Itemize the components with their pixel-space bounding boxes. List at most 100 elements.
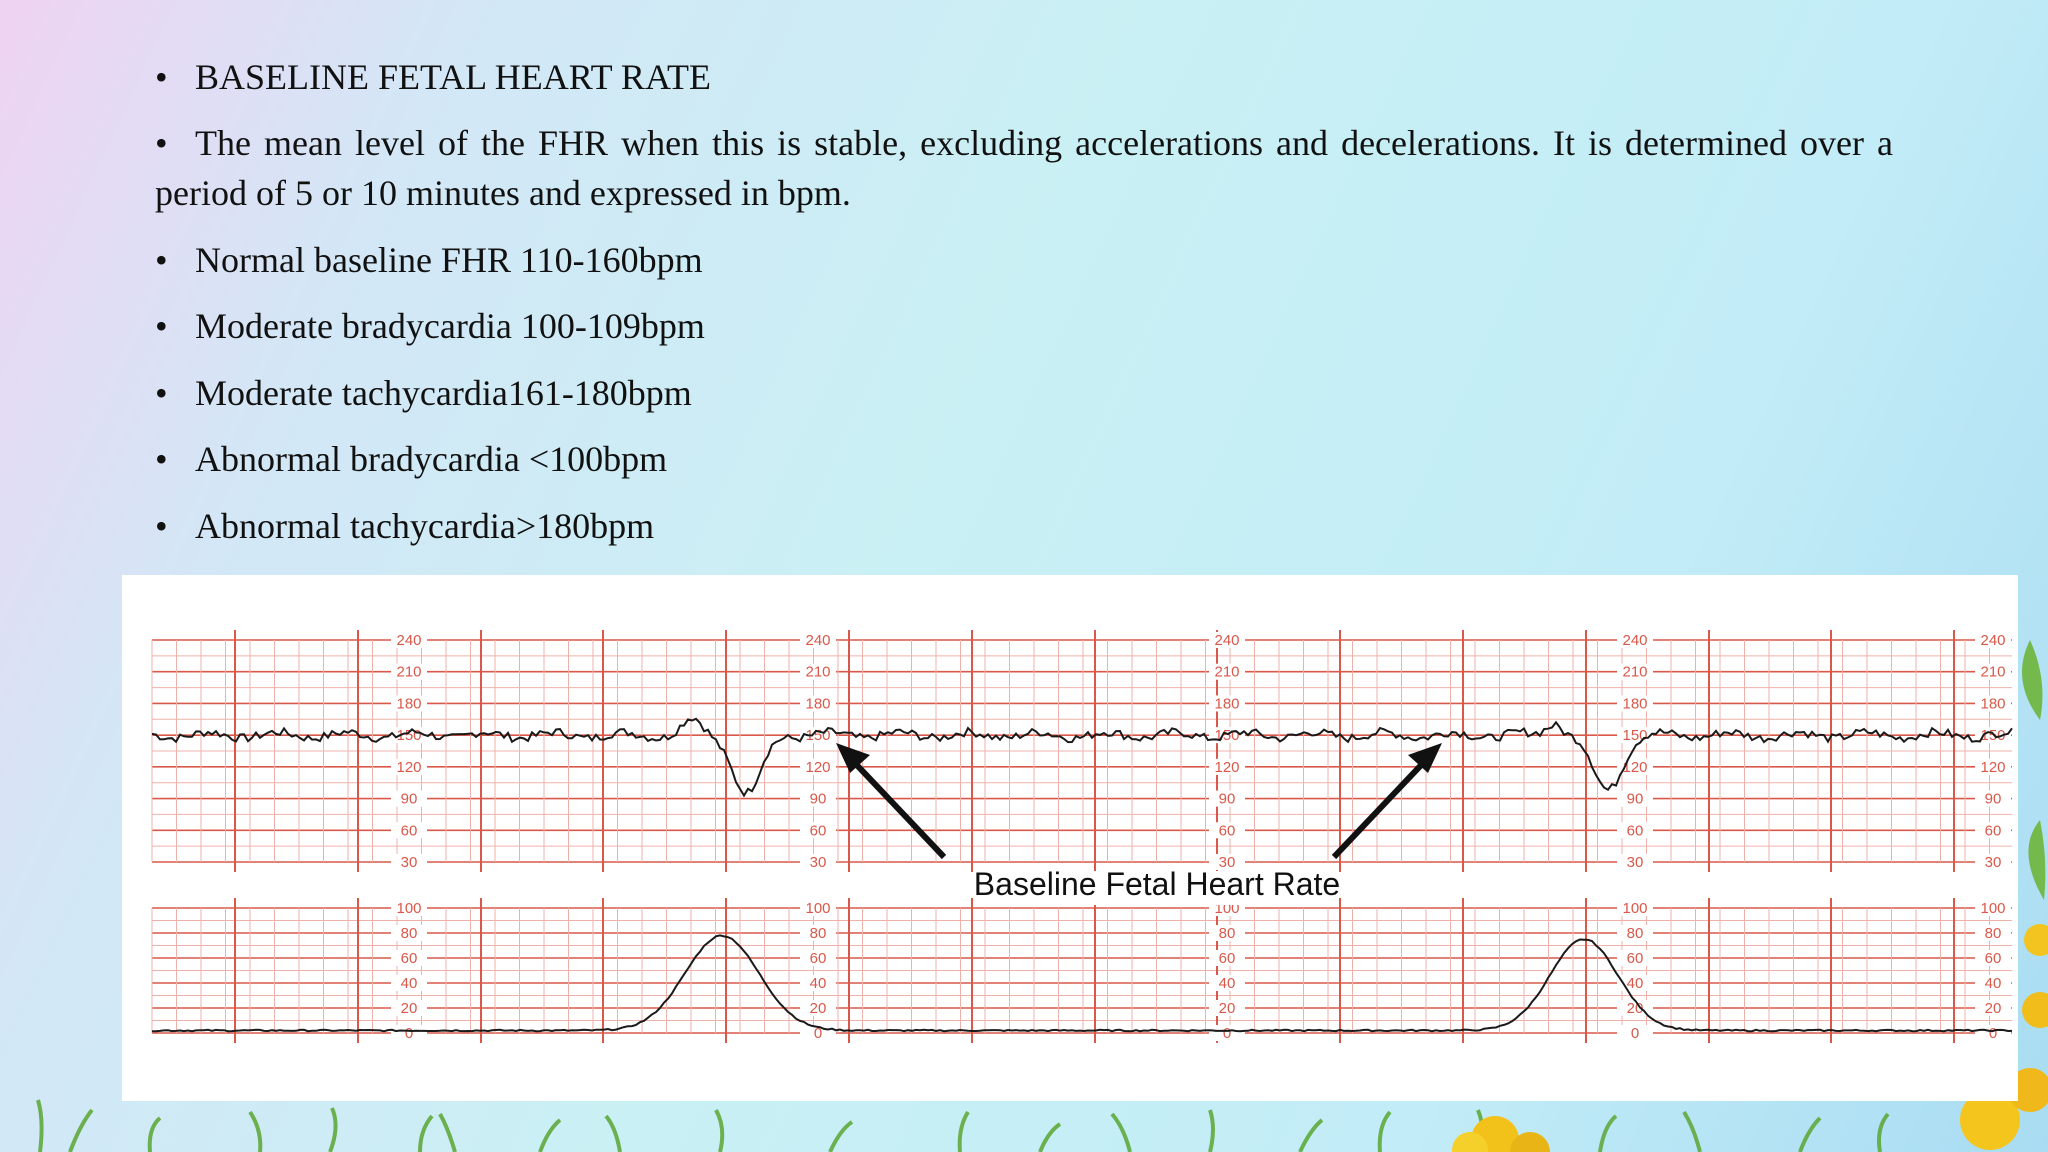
scale-label: 240 [1622, 632, 1647, 649]
scale-label: 0 [405, 1025, 413, 1042]
scale-label: 60 [1219, 950, 1236, 967]
scale-label-bg [391, 695, 427, 712]
scale-label: 180 [396, 695, 421, 712]
bullet-symbol: • [155, 239, 168, 280]
scale-label-bg [800, 950, 836, 966]
list-item: • Abnormal bradycardia <100bpm [155, 434, 1893, 484]
bullet-symbol: • [155, 439, 168, 479]
scale-label-bg [391, 663, 427, 680]
scale-label-bg [800, 925, 836, 941]
abnormal-bradycardia-text: Abnormal bradycardia <100bpm [195, 439, 668, 479]
leaf-icon [2022, 640, 2046, 900]
scale-label: 60 [401, 950, 418, 967]
scale-label-bg [1617, 695, 1653, 712]
scale-label: 20 [1219, 1000, 1236, 1017]
scale-label: 60 [810, 822, 827, 839]
scale-label: 210 [1980, 664, 2005, 681]
scale-label: 40 [1219, 975, 1236, 992]
scale-label-bg [1975, 854, 2011, 870]
scale-label: 60 [1985, 822, 2002, 839]
scale-label: 30 [401, 854, 418, 871]
scale-label: 210 [396, 664, 421, 681]
scale-label-bg [1975, 790, 2011, 807]
scale-label: 240 [1980, 632, 2005, 649]
scale-label: 60 [1627, 950, 1644, 967]
scale-label-bg [1975, 950, 2011, 966]
scale-label-bg [1975, 1000, 2011, 1016]
scale-label: 180 [1214, 695, 1239, 712]
scale-label-bg [1209, 950, 1245, 966]
scale-label: 30 [1219, 854, 1236, 871]
scale-label: 240 [396, 632, 421, 649]
scale-label: 100 [805, 900, 830, 917]
bullet-symbol: • [155, 123, 168, 163]
scale-label: 240 [1214, 632, 1239, 649]
list-item: • Abnormal tachycardia>180bpm [155, 501, 1893, 551]
list-item: • The mean level of the FHR when this is … [155, 118, 1893, 218]
definition-text: The mean level of the FHR when this is s… [155, 123, 1893, 213]
scale-label-bg [1975, 900, 2011, 916]
list-item: • Moderate bradycardia 100-109bpm [155, 301, 1893, 351]
scale-label: 120 [805, 759, 830, 776]
moderate-bradycardia-text: Moderate bradycardia 100-109bpm [195, 306, 705, 346]
scale-label: 0 [1223, 1025, 1231, 1042]
scale-label-bg [1209, 1025, 1245, 1041]
scale-label: 210 [805, 664, 830, 681]
scale-label-bg [1617, 790, 1653, 807]
scale-label-bg [1209, 790, 1245, 807]
scale-label: 80 [401, 925, 418, 942]
scale-label-bg [1209, 695, 1245, 712]
scale-label-bg [1209, 925, 1245, 941]
scale-label: 60 [1985, 950, 2002, 967]
moderate-tachycardia-text: Moderate tachycardia161-180bpm [195, 372, 692, 413]
scale-label: 90 [1219, 791, 1236, 808]
scale-label: 60 [401, 822, 418, 839]
scale-label: 210 [1622, 664, 1647, 681]
annotation-bg [1002, 871, 1322, 905]
scale-label: 150 [1622, 727, 1647, 744]
scale-label: 100 [1980, 900, 2005, 917]
scale-label: 0 [814, 1025, 822, 1042]
scale-label: 20 [1627, 1000, 1644, 1017]
scale-label-bg [391, 950, 427, 966]
scale-label: 150 [1980, 727, 2005, 744]
bullet-symbol: • [155, 306, 168, 346]
scale-label-bg [391, 854, 427, 870]
scale-label-bg [1975, 632, 2011, 648]
uc-trace [152, 934, 2013, 1033]
scale-label-bg [1975, 695, 2011, 712]
scale-label-bg [1209, 975, 1245, 991]
scale-label-bg [800, 632, 836, 648]
scale-label-bg [800, 727, 836, 744]
scale-label: 60 [810, 950, 827, 967]
scale-label-bg [1617, 925, 1653, 941]
list-item: • Normal baseline FHR 110-160bpm [155, 235, 1893, 285]
scale-label-bg [800, 695, 836, 712]
scale-label: 60 [1627, 822, 1644, 839]
scale-label: 80 [1219, 925, 1236, 942]
scale-label-bg [1975, 975, 2011, 991]
scale-label-bg [1975, 663, 2011, 680]
ctg-grid [151, 630, 2012, 1043]
scale-label: 40 [1627, 975, 1644, 992]
ctg-scale-labels: 240 210 180 150 120 90 60 30 240 210 180 150 120 90 60… [391, 632, 2011, 1042]
scale-label: 30 [810, 854, 827, 871]
ctg-traces [151, 717, 2013, 1033]
bullet-symbol: • [155, 57, 168, 97]
scale-label-bg [391, 727, 427, 744]
scale-label-bg [391, 822, 427, 839]
scale-label-bg [1975, 822, 2011, 839]
scale-label-bg [800, 790, 836, 807]
grass-icon [36, 1099, 1890, 1152]
scale-label: 120 [1980, 759, 2005, 776]
scale-label: 30 [1627, 854, 1644, 871]
list-item: • BASELINE FETAL HEART RATE [155, 52, 1893, 102]
list-item: • Moderate tachycardia161-180bpm [155, 368, 1893, 418]
scale-label-bg [391, 632, 427, 648]
scale-label-bg [1617, 900, 1653, 916]
scale-label: 90 [810, 791, 827, 808]
scale-label-bg [1617, 950, 1653, 966]
bullet-symbol: • [155, 372, 168, 413]
scale-label: 120 [1622, 759, 1647, 776]
scale-label: 180 [1980, 695, 2005, 712]
